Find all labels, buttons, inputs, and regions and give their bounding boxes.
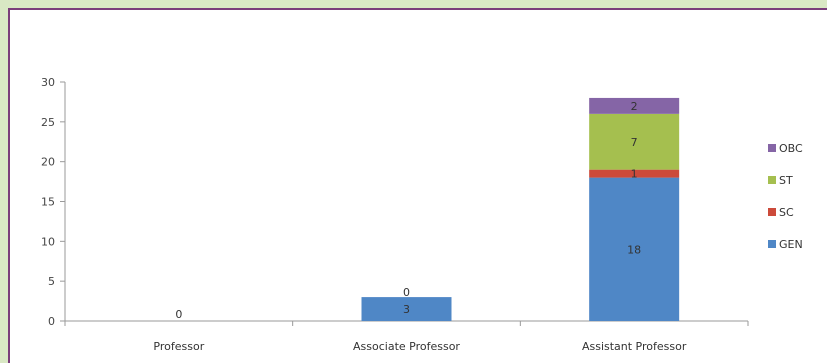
bar-gen	[361, 297, 452, 321]
y-tick-label: 20	[41, 156, 55, 169]
data-label-gen: 18	[627, 243, 641, 256]
legend-swatch-obc	[768, 144, 776, 152]
legend: OBC ST SC GEN	[768, 142, 803, 251]
bar-sc	[589, 169, 680, 178]
y-tick-label: 15	[41, 196, 55, 209]
chart-frame: 0 5 10 15 20 25 30 Professor Associate Professor…	[8, 8, 827, 363]
data-label-obc: 2	[631, 100, 638, 113]
y-tick-label: 5	[48, 275, 55, 288]
bar-st	[589, 113, 680, 170]
legend-label-sc: SC	[779, 206, 794, 219]
data-label-st: 7	[631, 136, 638, 149]
data-labels: 0 3 0 18 1 7 2	[175, 100, 641, 321]
x-tick-label: Associate Professor	[353, 340, 460, 353]
x-tick-label: Assistant Professor	[582, 340, 687, 353]
data-label-sc: 1	[631, 168, 638, 181]
data-label-gen: 0	[175, 308, 182, 321]
y-tick-label: 10	[41, 235, 55, 248]
bar-gen	[589, 177, 680, 321]
legend-swatch-gen	[768, 240, 776, 248]
legend-label-gen: GEN	[779, 238, 803, 251]
legend-label-st: ST	[779, 174, 793, 187]
legend-swatch-sc	[768, 208, 776, 216]
bars	[361, 97, 680, 321]
x-tick-label: Professor	[153, 340, 204, 353]
y-tick-label: 25	[41, 116, 55, 129]
legend-swatch-st	[768, 176, 776, 184]
legend-label-obc: OBC	[779, 142, 803, 155]
data-label-gen: 3	[403, 303, 410, 316]
data-label-sc: 0	[403, 286, 410, 299]
y-tick-label: 30	[41, 76, 55, 89]
y-tick-label: 0	[48, 315, 55, 328]
bar-obc	[589, 97, 680, 114]
